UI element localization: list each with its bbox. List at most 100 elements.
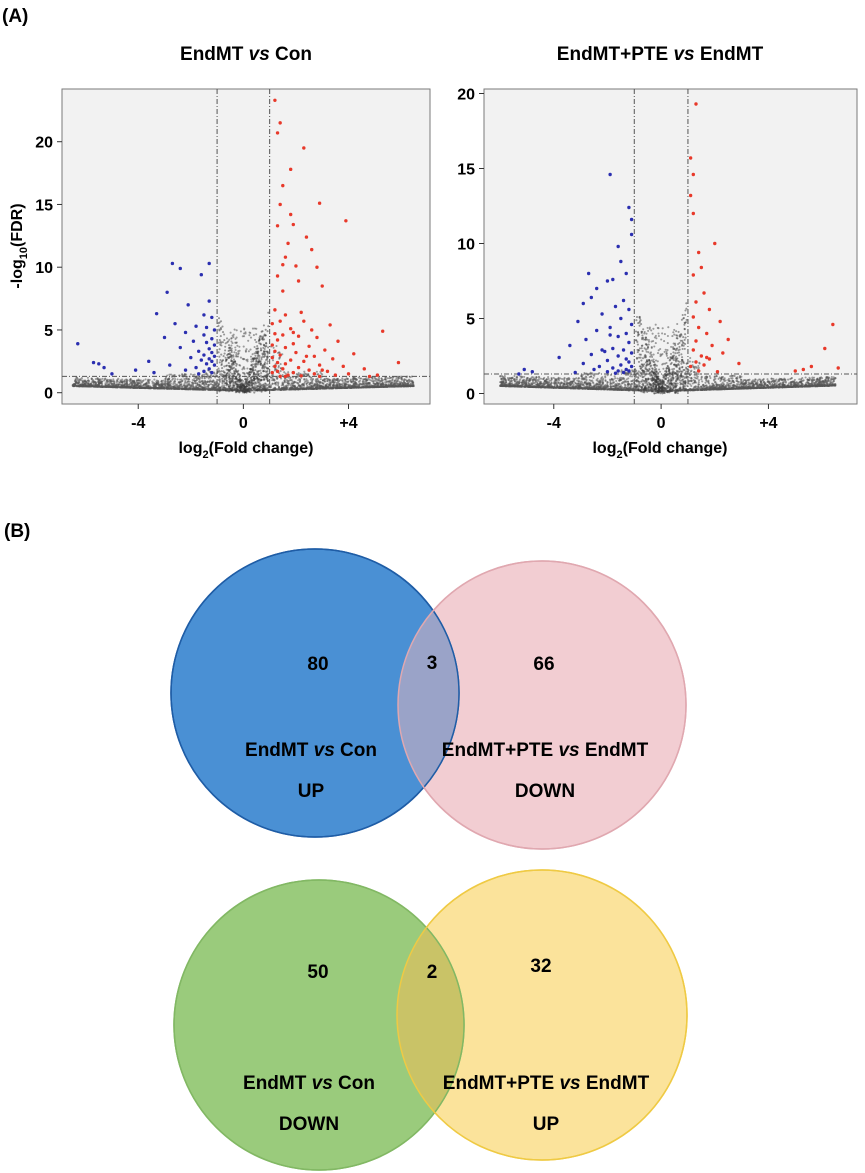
volcano-ns-point — [256, 389, 259, 392]
volcano-ns-point — [400, 381, 403, 384]
volcano-ns-point — [252, 357, 255, 360]
volcano-up-point — [346, 372, 351, 376]
volcano-ns-point — [205, 383, 208, 386]
volcano-ns-point — [200, 388, 203, 391]
volcano-up-point — [310, 328, 314, 332]
volcano-up-point — [288, 358, 293, 362]
volcano-ns-point — [213, 388, 217, 392]
volcano-ns-point — [202, 383, 206, 386]
volcano-ns-point — [316, 387, 319, 390]
volcano-ns-point — [274, 368, 277, 371]
volcano-ns-point — [254, 373, 257, 376]
volcano-ns-point — [129, 378, 132, 381]
volcano-ns-point — [352, 377, 355, 380]
volcano-ns-point — [141, 380, 144, 383]
volcano-ns-point — [78, 378, 81, 381]
volcano1-significant-points — [76, 98, 401, 379]
volcano-ns-point — [229, 371, 232, 374]
volcano-ns-point — [223, 333, 226, 336]
volcano-ns-point — [265, 341, 268, 345]
volcano-ns-point — [97, 382, 100, 385]
volcano-ns-point — [512, 384, 515, 387]
volcano-ns-point — [370, 385, 373, 389]
volcano-ns-point — [565, 381, 568, 384]
volcano-ns-point — [193, 386, 196, 389]
volcano-up-point — [273, 332, 277, 336]
volcano-ns-point — [199, 384, 203, 388]
volcano-ns-point — [314, 387, 317, 390]
volcano-ns-point — [525, 379, 528, 382]
volcano-ns-point — [220, 370, 223, 373]
volcano-up-point — [299, 374, 303, 378]
volcano-ns-point — [535, 376, 538, 379]
volcano-ns-point — [169, 373, 173, 376]
volcano-ns-point — [272, 346, 275, 349]
volcano-ns-point — [575, 377, 578, 380]
volcano-ns-point — [171, 378, 174, 381]
volcano-ns-point — [333, 381, 336, 384]
volcano-ns-point — [208, 388, 211, 391]
volcano-down-point — [91, 360, 96, 365]
volcano-up-point — [275, 338, 280, 342]
volcano-down-point — [102, 365, 106, 370]
volcano-ns-point — [264, 361, 267, 364]
volcano-ns-point — [266, 370, 269, 373]
volcano-ns-point — [238, 376, 241, 379]
volcano-ns-point — [604, 375, 607, 378]
volcano-ns-point — [502, 384, 505, 388]
volcano-ns-point — [266, 367, 269, 370]
volcano-ns-point — [249, 336, 253, 339]
volcano-ns-point — [227, 349, 230, 353]
volcano-ns-point — [112, 378, 115, 381]
volcano-ns-point — [266, 379, 269, 383]
volcano-ns-point — [82, 385, 85, 388]
volcano-down-point — [133, 368, 138, 372]
volcano-ns-point — [538, 376, 541, 379]
volcano-ns-point — [345, 386, 348, 389]
volcano-ns-point — [547, 384, 550, 387]
volcano-ns-point — [409, 385, 412, 388]
volcano-ns-point — [263, 350, 266, 353]
volcano-ns-point — [260, 375, 263, 378]
volcano-ns-point — [230, 340, 233, 343]
volcano-ns-point — [561, 377, 564, 381]
volcano-ns-point — [358, 379, 362, 382]
volcano-ns-point — [154, 386, 157, 389]
volcano-ns-point — [363, 386, 367, 389]
volcano-ns-point — [266, 358, 269, 361]
volcano-ns-point — [372, 382, 375, 385]
volcano1-panel-bg — [61, 88, 431, 405]
volcano-ns-point — [151, 380, 154, 383]
volcano-ns-point — [248, 371, 251, 374]
volcano-ns-point — [223, 379, 226, 383]
volcano-ns-point — [86, 376, 89, 379]
volcano-ns-point — [284, 372, 287, 375]
volcano-ns-point — [339, 378, 342, 382]
volcano-ns-point — [209, 383, 213, 386]
volcano-ns-point — [351, 385, 354, 388]
volcano-ns-point — [184, 384, 187, 387]
volcano-ns-point — [131, 386, 134, 389]
volcano-ns-point — [550, 376, 553, 379]
volcano-up-point — [270, 321, 274, 326]
volcano-ns-point — [291, 386, 294, 389]
volcano-ns-point — [565, 379, 568, 382]
volcano-ns-point — [309, 382, 312, 385]
volcano-ns-point — [279, 363, 282, 366]
volcano-ns-point — [144, 378, 147, 381]
volcano-ns-point — [124, 385, 127, 388]
volcano-ns-point — [232, 366, 236, 369]
volcano-ns-point — [332, 387, 335, 390]
volcano-ns-point — [276, 351, 280, 355]
volcano-ns-point — [251, 327, 255, 330]
volcano-ns-point — [255, 359, 258, 362]
volcano-ns-point — [234, 346, 237, 349]
volcano-ns-point — [349, 378, 353, 381]
volcano-up-point — [273, 308, 277, 312]
volcano-ns-point — [105, 385, 108, 389]
volcano-up-point — [315, 265, 319, 269]
volcano-ns-point — [348, 385, 351, 388]
volcano-ns-point — [121, 378, 124, 381]
volcano-ns-point — [527, 381, 530, 384]
